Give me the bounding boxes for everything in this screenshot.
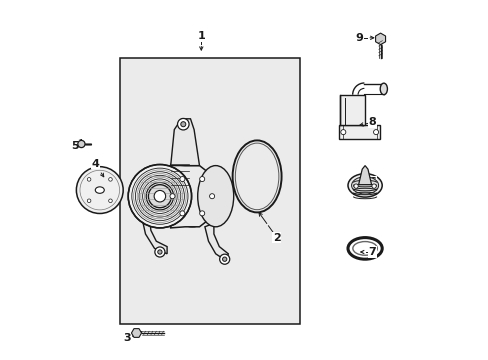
- Circle shape: [78, 140, 85, 148]
- Circle shape: [108, 199, 112, 203]
- Circle shape: [181, 122, 185, 127]
- Bar: [339, 95, 365, 125]
- Text: 6: 6: [367, 177, 375, 187]
- Circle shape: [155, 247, 164, 257]
- Circle shape: [177, 118, 189, 130]
- Ellipse shape: [351, 177, 378, 194]
- Polygon shape: [142, 216, 167, 254]
- Circle shape: [180, 211, 184, 216]
- Bar: [338, 125, 380, 139]
- Text: 4: 4: [91, 159, 99, 169]
- Circle shape: [373, 130, 378, 135]
- Ellipse shape: [95, 187, 104, 193]
- Circle shape: [340, 130, 345, 135]
- Ellipse shape: [380, 83, 386, 95]
- Circle shape: [76, 167, 123, 213]
- Circle shape: [180, 176, 184, 181]
- Circle shape: [87, 177, 91, 181]
- Circle shape: [170, 194, 175, 199]
- Circle shape: [87, 199, 91, 203]
- Circle shape: [219, 254, 229, 264]
- Polygon shape: [204, 223, 228, 261]
- Text: 8: 8: [367, 117, 375, 127]
- Text: 5: 5: [71, 141, 79, 151]
- Text: 3: 3: [123, 333, 131, 343]
- Polygon shape: [170, 165, 215, 228]
- Circle shape: [154, 190, 165, 202]
- Circle shape: [353, 184, 358, 188]
- Circle shape: [158, 250, 162, 254]
- Text: 1: 1: [197, 31, 205, 41]
- Circle shape: [148, 185, 171, 208]
- Circle shape: [199, 176, 204, 181]
- Text: 7: 7: [367, 247, 375, 257]
- Ellipse shape: [347, 174, 382, 197]
- Circle shape: [108, 177, 112, 181]
- Circle shape: [371, 184, 375, 188]
- Ellipse shape: [197, 166, 233, 227]
- Ellipse shape: [168, 166, 215, 227]
- Text: 9: 9: [355, 33, 363, 43]
- Circle shape: [199, 211, 204, 216]
- Circle shape: [209, 194, 214, 199]
- Bar: [120, 58, 300, 324]
- Polygon shape: [358, 166, 371, 185]
- Circle shape: [128, 165, 191, 228]
- Polygon shape: [170, 119, 199, 166]
- Circle shape: [222, 257, 226, 261]
- Text: 2: 2: [272, 233, 280, 243]
